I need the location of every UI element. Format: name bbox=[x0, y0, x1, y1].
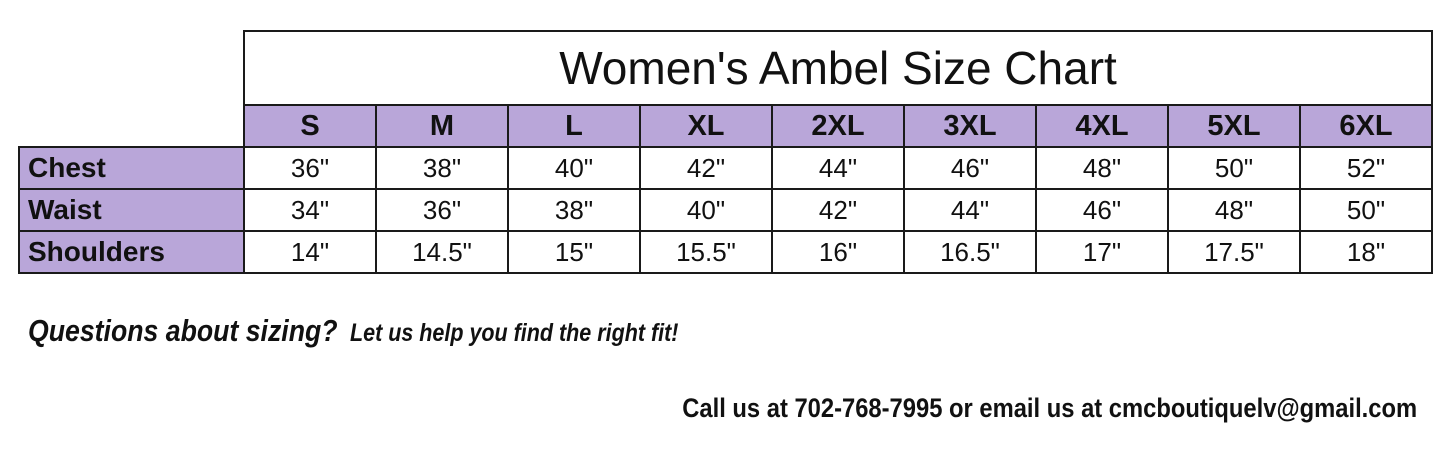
sizing-question-line: Questions about sizing? Let us help you … bbox=[28, 313, 678, 349]
contact-info-line: Call us at 702-768-7995 or email us at c… bbox=[682, 393, 1417, 423]
value-cell: 48" bbox=[1167, 188, 1301, 232]
row-label-waist: Waist bbox=[18, 188, 245, 232]
size-header-cell-s: S bbox=[243, 104, 377, 148]
value-cell: 15.5" bbox=[639, 230, 773, 274]
value-cell: 50" bbox=[1167, 146, 1301, 190]
size-header-cell-2xl: 2XL bbox=[771, 104, 905, 148]
value-cell: 46" bbox=[903, 146, 1037, 190]
size-header-cell-xl: XL bbox=[639, 104, 773, 148]
value-cell: 44" bbox=[903, 188, 1037, 232]
table-row-shoulders: Shoulders 14" 14.5" 15" 15.5" 16" 16.5" … bbox=[18, 230, 1433, 274]
value-cell: 46" bbox=[1035, 188, 1169, 232]
value-cell: 44" bbox=[771, 146, 905, 190]
sizing-question-lead: Questions about sizing? bbox=[28, 313, 338, 348]
value-cell: 16.5" bbox=[903, 230, 1037, 274]
value-cell: 18" bbox=[1299, 230, 1433, 274]
value-cell: 38" bbox=[375, 146, 509, 190]
empty-corner bbox=[19, 105, 244, 147]
size-header-cell-l: L bbox=[507, 104, 641, 148]
value-cell: 52" bbox=[1299, 146, 1433, 190]
value-cell: 50" bbox=[1299, 188, 1433, 232]
value-cell: 15" bbox=[507, 230, 641, 274]
size-header-cell-6xl: 6XL bbox=[1299, 104, 1433, 148]
value-cell: 38" bbox=[507, 188, 641, 232]
value-cell: 17" bbox=[1035, 230, 1169, 274]
size-header-row: S M L XL 2XL 3XL 4XL 5XL 6XL bbox=[19, 104, 1433, 148]
sizing-question-rest: Let us help you find the right fit! bbox=[349, 319, 679, 347]
table-row-chest: Chest 36" 38" 40" 42" 44" 46" 48" 50" 52… bbox=[18, 146, 1433, 190]
table-row-waist: Waist 34" 36" 38" 40" 42" 44" 46" 48" 50… bbox=[18, 188, 1433, 232]
value-cell: 14" bbox=[243, 230, 377, 274]
chart-title: Women's Ambel Size Chart bbox=[243, 30, 1433, 106]
value-cell: 40" bbox=[507, 146, 641, 190]
empty-corner bbox=[19, 31, 244, 105]
value-cell: 42" bbox=[771, 188, 905, 232]
value-cell: 42" bbox=[639, 146, 773, 190]
value-cell: 36" bbox=[243, 146, 377, 190]
value-cell: 36" bbox=[375, 188, 509, 232]
size-header-cell-4xl: 4XL bbox=[1035, 104, 1169, 148]
title-row: Women's Ambel Size Chart bbox=[19, 30, 1433, 106]
value-cell: 40" bbox=[639, 188, 773, 232]
size-header-cell-3xl: 3XL bbox=[903, 104, 1037, 148]
value-cell: 16" bbox=[771, 230, 905, 274]
size-header-cell-m: M bbox=[375, 104, 509, 148]
value-cell: 34" bbox=[243, 188, 377, 232]
size-chart-table: Women's Ambel Size Chart S M L XL 2XL 3X… bbox=[18, 30, 1433, 274]
value-cell: 17.5" bbox=[1167, 230, 1301, 274]
value-cell: 48" bbox=[1035, 146, 1169, 190]
row-label-shoulders: Shoulders bbox=[18, 230, 245, 274]
value-cell: 14.5" bbox=[375, 230, 509, 274]
row-label-chest: Chest bbox=[18, 146, 245, 190]
size-header-cell-5xl: 5XL bbox=[1167, 104, 1301, 148]
